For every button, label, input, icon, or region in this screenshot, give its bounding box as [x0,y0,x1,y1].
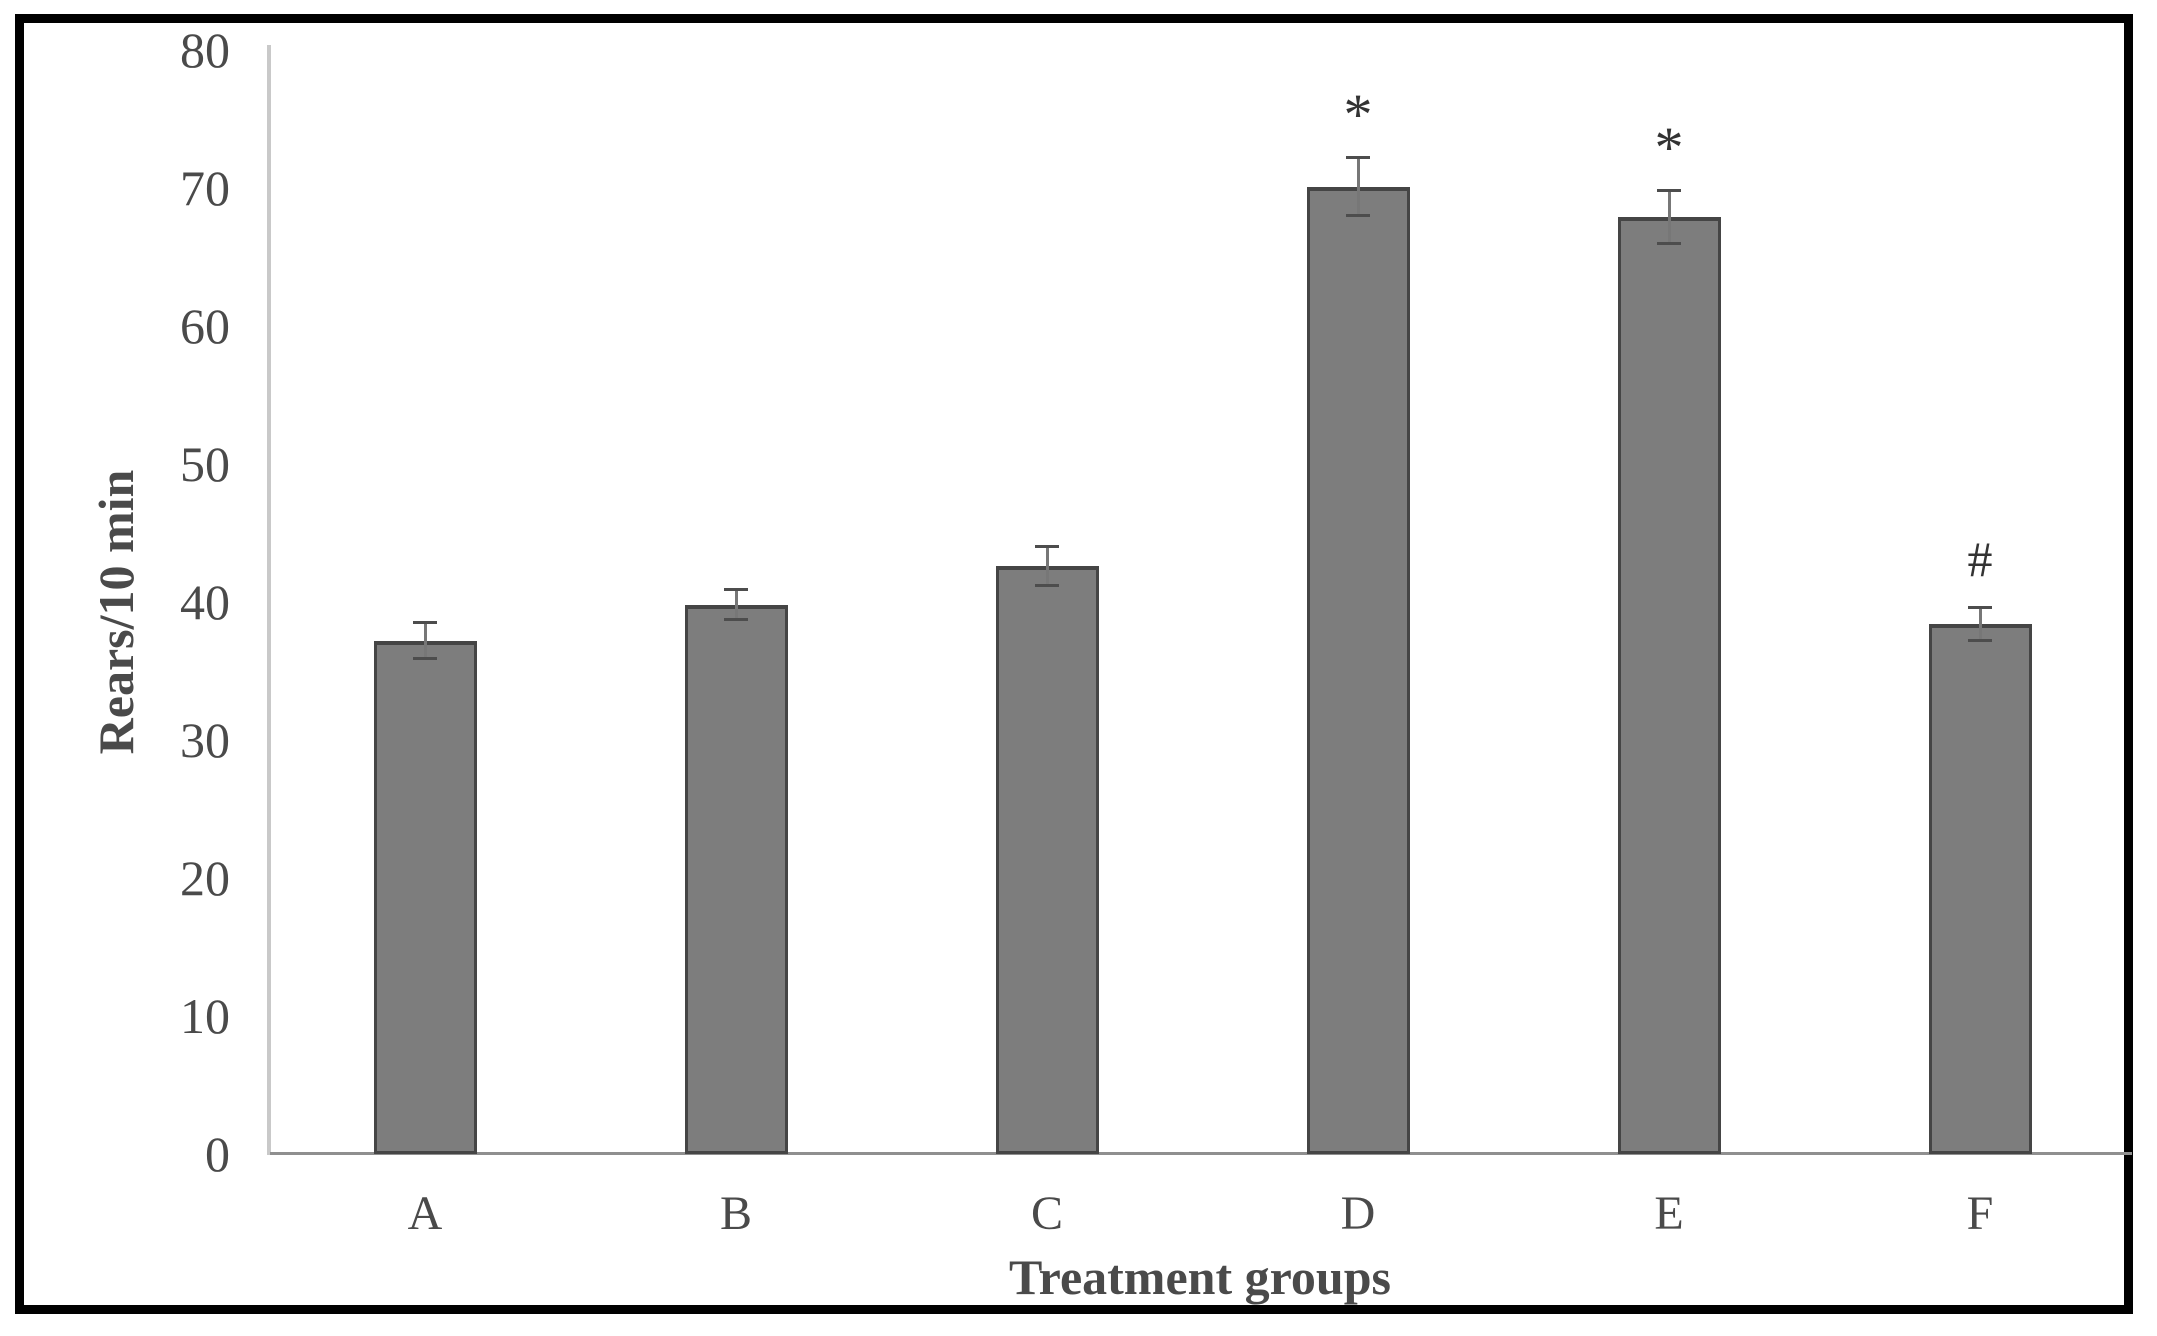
significance-marker-E: * [1654,114,1684,180]
error-bar-line-C [1045,546,1049,586]
x-tick-label-D: D [1340,1187,1376,1240]
y-tick-label-80: 80 [180,22,230,78]
y-tick-label-60: 60 [180,298,230,354]
significance-marker-D: * [1343,81,1373,147]
error-bar-cap-bottom-D [1346,214,1370,218]
y-tick-label-40: 40 [180,574,230,630]
bar-F [1928,624,2032,1154]
y-axis-line [267,45,271,1155]
error-bar-line-A [423,622,427,659]
y-tick-label-70: 70 [180,160,230,216]
error-bar-line-E [1667,190,1671,244]
y-tick-label-30: 30 [180,712,230,768]
y-tick-label-10: 10 [180,988,230,1044]
error-bar-line-F [1978,607,1982,641]
x-tick-label-B: B [719,1187,752,1240]
error-bar-cap-bottom-E [1657,241,1681,245]
error-bar-cap-top-A [413,621,437,625]
error-bar-cap-top-E [1657,189,1681,193]
x-tick-label-A: A [407,1187,443,1240]
x-axis-title: Treatment groups [1009,1249,1391,1305]
error-bar-cap-bottom-F [1968,639,1992,643]
y-axis-title: Rears/10 min [88,469,144,755]
error-bar-cap-top-C [1035,545,1059,549]
x-axis-line [270,1152,2132,1155]
bar-B [684,604,788,1154]
significance-marker-F: # [1967,530,1993,587]
error-bar-cap-top-B [724,588,748,592]
y-tick-label-50: 50 [180,436,230,492]
error-bar-cap-bottom-B [724,618,748,622]
error-bar-cap-bottom-C [1035,583,1059,587]
error-bar-cap-top-D [1346,156,1370,160]
y-tick-label-20: 20 [180,850,230,906]
bar-C [995,566,1099,1154]
bar-A [373,640,477,1154]
y-tick-label-0: 0 [205,1126,230,1182]
error-bar-line-B [734,589,738,620]
error-bar-line-D [1356,157,1360,216]
bar-E [1617,216,1721,1154]
x-tick-label-C: C [1030,1187,1063,1240]
x-tick-label-F: F [1966,1187,1994,1240]
error-bar-cap-bottom-A [413,657,437,661]
error-bar-cap-top-F [1968,606,1992,610]
x-tick-label-E: E [1654,1187,1684,1240]
bar-D [1306,186,1410,1154]
